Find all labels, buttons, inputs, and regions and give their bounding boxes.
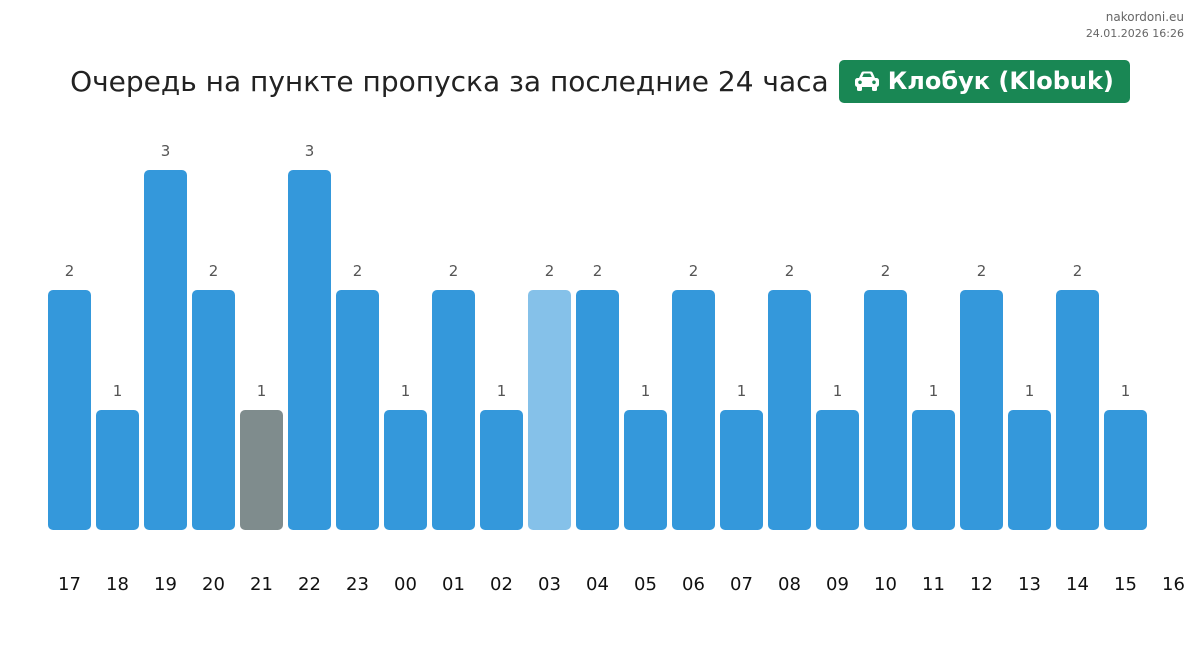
x-tick-label-14: 14 (1066, 574, 1089, 595)
x-tick-label-01: 01 (442, 574, 465, 595)
value-label-20: 2 (209, 262, 219, 280)
x-tick-label-21: 21 (250, 574, 273, 595)
bar-13 (1008, 410, 1051, 530)
value-label-03: 2 (545, 262, 555, 280)
bar-12 (960, 290, 1003, 530)
value-label-18: 1 (113, 382, 123, 400)
bar-01 (432, 290, 475, 530)
bar-09 (816, 410, 859, 530)
value-label-17: 2 (65, 262, 75, 280)
x-tick-label-02: 02 (490, 574, 513, 595)
x-tick-label-16: 16 (1162, 574, 1185, 595)
bar-03 (528, 290, 571, 530)
x-tick-label-09: 09 (826, 574, 849, 595)
x-tick-label-00: 00 (394, 574, 417, 595)
x-tick-label-05: 05 (634, 574, 657, 595)
value-label-23: 2 (353, 262, 363, 280)
x-tick-label-18: 18 (106, 574, 129, 595)
bar-07 (720, 410, 763, 530)
title-row: Очередь на пункте пропуска за последние … (0, 59, 1200, 103)
x-tick-label-03: 03 (538, 574, 561, 595)
value-label-14: 2 (1073, 262, 1083, 280)
value-label-22: 3 (305, 142, 315, 160)
page-title: Очередь на пункте пропуска за последние … (70, 64, 829, 98)
bar-06 (672, 290, 715, 530)
bar-21 (240, 410, 283, 530)
bar-17 (48, 290, 91, 530)
bar-15 (1104, 410, 1147, 530)
value-label-10: 2 (881, 262, 891, 280)
x-tick-label-12: 12 (970, 574, 993, 595)
value-label-02: 1 (497, 382, 507, 400)
x-tick-label-06: 06 (682, 574, 705, 595)
bar-04 (576, 290, 619, 530)
x-tick-label-08: 08 (778, 574, 801, 595)
bar-18 (96, 410, 139, 530)
value-label-01: 2 (449, 262, 459, 280)
x-tick-label-10: 10 (874, 574, 897, 595)
value-label-05: 1 (641, 382, 651, 400)
bar-22 (288, 170, 331, 530)
value-label-07: 1 (737, 382, 747, 400)
bar-05 (624, 410, 667, 530)
value-label-04: 2 (593, 262, 603, 280)
bar-08 (768, 290, 811, 530)
value-label-09: 1 (833, 382, 843, 400)
value-label-15: 1 (1121, 382, 1131, 400)
site-name: nakordoni.eu (1105, 10, 1184, 24)
checkpoint-name: Клобук (Klobuk) (887, 67, 1114, 95)
value-label-21: 1 (257, 382, 267, 400)
x-tick-label-23: 23 (346, 574, 369, 595)
x-tick-label-15: 15 (1114, 574, 1137, 595)
value-label-08: 2 (785, 262, 795, 280)
value-label-11: 1 (929, 382, 939, 400)
x-tick-label-04: 04 (586, 574, 609, 595)
value-label-00: 1 (401, 382, 411, 400)
x-tick-label-22: 22 (298, 574, 321, 595)
value-label-12: 2 (977, 262, 987, 280)
bar-14 (1056, 290, 1099, 530)
bar-23 (336, 290, 379, 530)
value-label-06: 2 (689, 262, 699, 280)
x-tick-label-20: 20 (202, 574, 225, 595)
bar-02 (480, 410, 523, 530)
x-tick-label-07: 07 (730, 574, 753, 595)
x-tick-label-17: 17 (58, 574, 81, 595)
x-tick-label-13: 13 (1018, 574, 1041, 595)
timestamp: 24.01.2026 16:26 (1085, 27, 1184, 40)
checkpoint-badge: Клобук (Klobuk) (838, 59, 1130, 103)
value-label-13: 1 (1025, 382, 1035, 400)
x-tick-label-19: 19 (154, 574, 177, 595)
value-label-19: 3 (161, 142, 171, 160)
x-tick-label-11: 11 (922, 574, 945, 595)
bar-19 (144, 170, 187, 530)
bar-00 (384, 410, 427, 530)
car-icon (854, 71, 879, 91)
bar-20 (192, 290, 235, 530)
bar-10 (864, 290, 907, 530)
bar-11 (912, 410, 955, 530)
